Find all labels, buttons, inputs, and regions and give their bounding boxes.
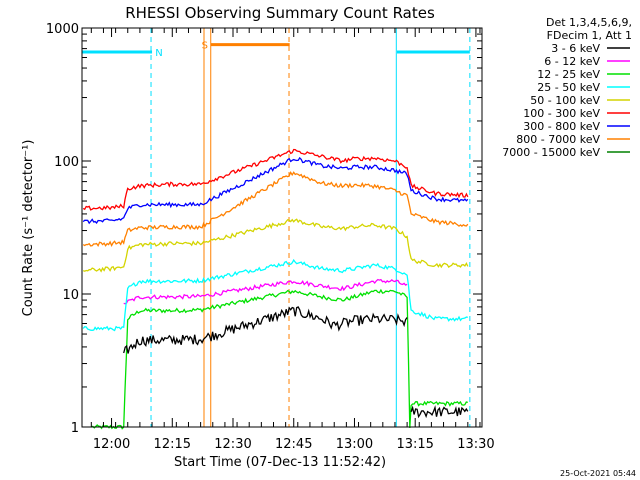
y-tick-label-3: 1000 — [46, 22, 79, 37]
legend-header-line-2: FDecim 1, Att 1 — [547, 29, 632, 42]
legend-label-8: 7000 - 15000 keV — [502, 146, 600, 159]
legend-label-5: 100 - 300 keV — [523, 107, 600, 120]
plot-frame — [81, 27, 483, 428]
y-tick-label-1: 10 — [62, 288, 79, 303]
legend-label-2: 12 - 25 keV — [537, 68, 600, 81]
series-6-line-0 — [82, 156, 469, 225]
footer-date: 25-Oct-2021 05:44 — [560, 469, 636, 478]
x-axis-label: Start Time (07-Dec-13 11:52:42) — [174, 455, 386, 470]
series-5-line-0 — [82, 148, 469, 211]
legend-label-1: 6 - 12 keV — [544, 55, 600, 68]
flag-label-s: S — [202, 41, 208, 52]
series-7-line-0 — [82, 170, 469, 248]
x-tick-label-0: 12:00 — [93, 437, 130, 452]
legend-label-7: 800 - 7000 keV — [516, 133, 600, 146]
x-tick-label-3: 12:45 — [275, 437, 312, 452]
series-0-line-1 — [410, 405, 469, 419]
series-3-line-0 — [82, 258, 468, 332]
axes: 1 10 100 1000 12:00 12:15 12:30 12:45 13:00 13:15… — [46, 22, 495, 452]
chart-title: RHESSI Observing Summary Count Rates — [125, 4, 435, 22]
y-tick-label-0: 1 — [71, 421, 79, 436]
x-tick-label-2: 12:30 — [214, 437, 251, 452]
x-tick-label-4: 13:00 — [336, 437, 373, 452]
x-tick-label-6: 13:30 — [457, 437, 494, 452]
series-4-line-0 — [82, 218, 469, 273]
plot-area: NS — [82, 28, 471, 430]
legend: Det 1,3,4,5,6,9, FDecim 1, Att 1 3 - 6 k… — [502, 16, 632, 159]
y-axis-label: Count Rate (s⁻¹ detector⁻¹) — [21, 140, 36, 317]
series-0-line-0 — [123, 306, 408, 354]
flag-label-n: N — [155, 48, 162, 59]
legend-label-6: 300 - 800 keV — [523, 120, 600, 133]
x-tick-label-5: 13:15 — [396, 437, 433, 452]
legend-label-3: 25 - 50 keV — [537, 81, 600, 94]
series-1-line-0 — [123, 278, 408, 305]
y-tick-label-2: 100 — [54, 155, 79, 170]
x-tick-label-1: 12:15 — [154, 437, 191, 452]
series-2-line-0 — [91, 288, 468, 430]
legend-label-4: 50 - 100 keV — [530, 94, 600, 107]
legend-header-line-1: Det 1,3,4,5,6,9, — [546, 16, 632, 29]
legend-label-0: 3 - 6 keV — [551, 42, 600, 55]
